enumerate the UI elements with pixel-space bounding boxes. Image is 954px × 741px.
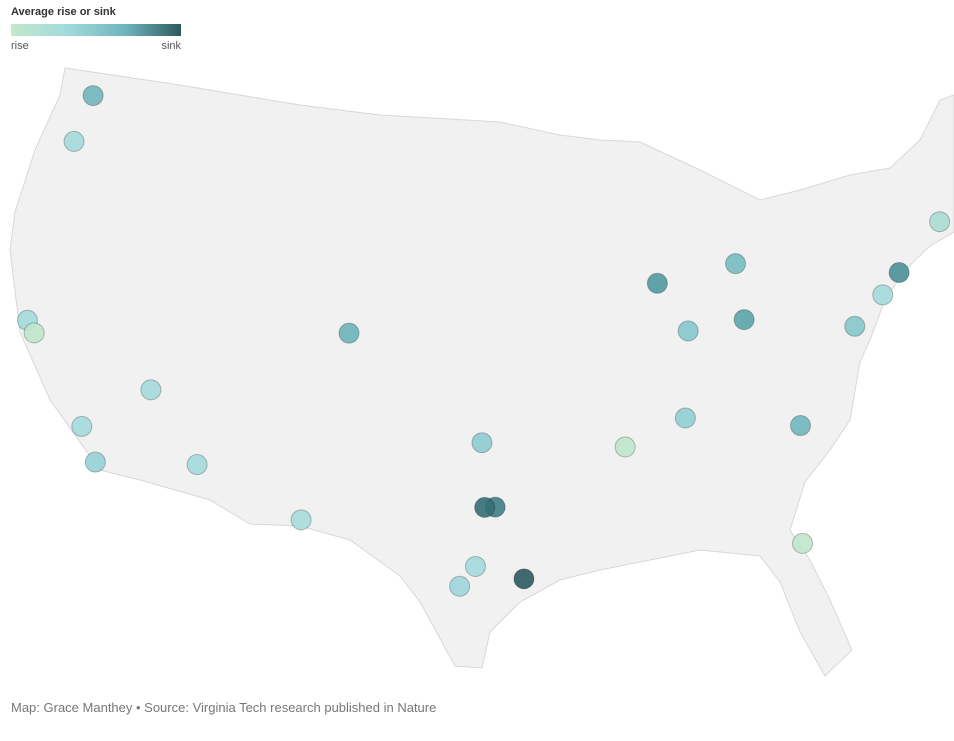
city-point[interactable] — [474, 496, 496, 518]
legend-high-label: sink — [161, 40, 181, 52]
city-point[interactable] — [792, 532, 814, 554]
city-point[interactable] — [513, 568, 535, 590]
legend-gradient — [11, 24, 181, 36]
city-point[interactable] — [186, 454, 208, 476]
city-point[interactable] — [290, 509, 312, 531]
city-point[interactable] — [790, 415, 812, 437]
city-point[interactable] — [888, 262, 910, 284]
city-point[interactable] — [23, 322, 45, 344]
city-point[interactable] — [872, 284, 894, 306]
city-point[interactable] — [614, 436, 636, 458]
city-point[interactable] — [725, 253, 747, 275]
city-point[interactable] — [674, 407, 696, 429]
city-point[interactable] — [464, 555, 486, 577]
city-point[interactable] — [733, 309, 755, 331]
city-point[interactable] — [471, 432, 493, 454]
city-point[interactable] — [449, 575, 471, 597]
legend-low-label: rise — [11, 40, 29, 52]
city-point[interactable] — [71, 415, 93, 437]
city-point[interactable] — [63, 130, 85, 152]
us-outline — [9, 67, 954, 677]
city-point[interactable] — [140, 379, 162, 401]
footer: Map: Grace Manthey • Source: Virginia Te… — [11, 700, 436, 715]
city-point[interactable] — [929, 211, 951, 233]
city-point[interactable] — [338, 322, 360, 344]
city-point[interactable] — [677, 320, 699, 342]
legend-title: Average rise or sink — [11, 6, 117, 18]
city-point[interactable] — [82, 85, 104, 107]
points — [16, 85, 951, 597]
city-point[interactable] — [646, 272, 668, 294]
city-point[interactable] — [844, 315, 866, 337]
city-point[interactable] — [84, 451, 106, 473]
